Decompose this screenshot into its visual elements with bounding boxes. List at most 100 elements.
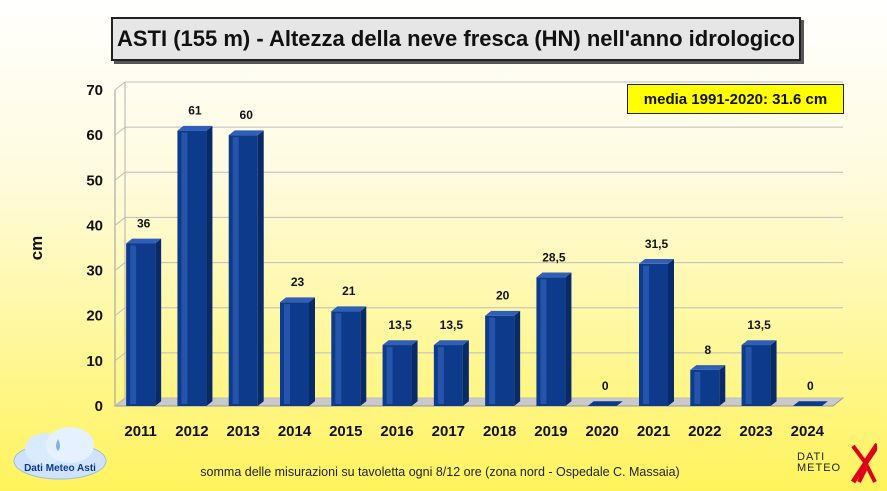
bar-top xyxy=(126,238,162,244)
x-tick-label: 2015 xyxy=(329,423,362,440)
x-tick-label: 2011 xyxy=(124,423,157,440)
logo-left-text: Dati Meteo Asti xyxy=(24,463,96,474)
bar-highlight xyxy=(745,347,752,404)
x-tick-label: 2013 xyxy=(227,423,260,440)
grid-diagonal xyxy=(114,126,126,136)
cloud-logo-icon xyxy=(13,427,107,480)
bar xyxy=(382,340,418,406)
bar-top xyxy=(228,130,264,136)
dati-meteo-logo-icon xyxy=(850,442,877,484)
bar xyxy=(639,259,674,406)
y-tick-label: 50 xyxy=(86,172,103,189)
bar xyxy=(536,272,572,406)
bar xyxy=(126,238,162,406)
bar xyxy=(280,297,315,406)
y-tick-label: 60 xyxy=(86,127,103,144)
bar-highlight xyxy=(540,279,547,404)
grid-diagonal xyxy=(114,307,126,317)
bar xyxy=(741,340,777,406)
grid-diagonal xyxy=(114,352,126,362)
bar-side xyxy=(462,340,469,406)
footnote: somma delle misurazioni su tavoletta ogn… xyxy=(200,465,680,479)
bar-top xyxy=(433,340,469,346)
grid-diagonal xyxy=(114,217,126,226)
bar-side xyxy=(770,340,777,406)
bar-highlight xyxy=(437,347,444,404)
data-label: 28,5 xyxy=(542,250,566,264)
y-tick-label: 70 xyxy=(86,82,103,99)
grid-diagonal xyxy=(114,81,126,91)
x-tick-label: 2022 xyxy=(688,423,721,440)
data-label: 8 xyxy=(704,343,711,357)
chart-bars xyxy=(126,125,828,407)
grid-diagonal xyxy=(114,171,126,181)
bar-top xyxy=(280,297,315,303)
y-tick-label: 10 xyxy=(86,353,103,370)
x-tick-label: 2024 xyxy=(791,423,825,440)
bar-highlight xyxy=(232,137,239,404)
x-tick-label: 2018 xyxy=(483,423,516,440)
x-tick-label: 2021 xyxy=(637,423,670,440)
bar-top xyxy=(639,259,674,264)
data-label: 0 xyxy=(807,379,814,393)
x-tick-label: 2017 xyxy=(432,423,465,440)
bar-side xyxy=(668,259,674,406)
chart-floor xyxy=(113,397,845,407)
data-label: 13,5 xyxy=(747,318,771,332)
logo-right-line-2: METEO xyxy=(797,462,842,474)
bar-highlight xyxy=(386,347,393,404)
bar-highlight xyxy=(489,317,496,404)
bar-highlight xyxy=(130,245,137,404)
chart-labels: 36 61 60 23 21 13,5 13,5 20 28,5 0 31,5 8 13,5 0 xyxy=(137,104,814,393)
x-tick-label: 2020 xyxy=(586,423,619,440)
chart-title: ASTI (155 m) - Altezza della neve fresca… xyxy=(111,17,801,61)
bar xyxy=(587,401,623,406)
bar-top xyxy=(485,310,521,316)
logo-right-line-1: DATI xyxy=(797,451,826,463)
bar-side xyxy=(206,125,213,406)
bar-side xyxy=(155,238,162,406)
x-tick-label: 2012 xyxy=(175,423,208,440)
bar-side xyxy=(309,297,315,406)
bar xyxy=(177,125,213,406)
bar-top xyxy=(177,125,213,131)
bar-top xyxy=(382,340,418,346)
bar-top xyxy=(792,401,828,406)
data-label: 31,5 xyxy=(645,237,669,251)
data-label: 23 xyxy=(291,275,305,289)
y-tick-label: 0 xyxy=(95,398,103,415)
bar-side xyxy=(257,130,264,407)
bar-side xyxy=(514,310,521,406)
bar-side xyxy=(411,340,418,406)
bar xyxy=(792,401,828,406)
grid-diagonal xyxy=(114,262,126,271)
bar-highlight xyxy=(694,371,701,404)
data-label: 20 xyxy=(496,289,510,303)
bar xyxy=(485,310,521,406)
bar-highlight xyxy=(181,132,188,404)
bar xyxy=(228,130,264,407)
bar-top xyxy=(741,340,777,346)
bar-side xyxy=(360,306,367,406)
bar-highlight xyxy=(643,265,649,404)
data-label: 13,5 xyxy=(440,318,464,332)
bar-top xyxy=(690,365,726,370)
bar-side xyxy=(719,365,726,406)
x-tick-label: 2014 xyxy=(278,423,312,440)
bar-side xyxy=(565,272,572,406)
y-tick-label: 20 xyxy=(86,308,103,325)
logo-right-text: DATI METEO xyxy=(797,452,857,474)
data-label: 13,5 xyxy=(388,318,412,332)
data-label: 0 xyxy=(602,379,609,393)
x-tick-label: 2023 xyxy=(739,423,772,440)
data-label: 36 xyxy=(137,216,151,230)
bar xyxy=(690,365,726,406)
average-annotation: media 1991-2020: 31.6 cm xyxy=(627,84,844,114)
chart-grid xyxy=(113,81,845,407)
data-label: 60 xyxy=(240,108,254,122)
y-axis-label: cm xyxy=(27,236,46,261)
x-tick-label: 2019 xyxy=(534,423,567,440)
